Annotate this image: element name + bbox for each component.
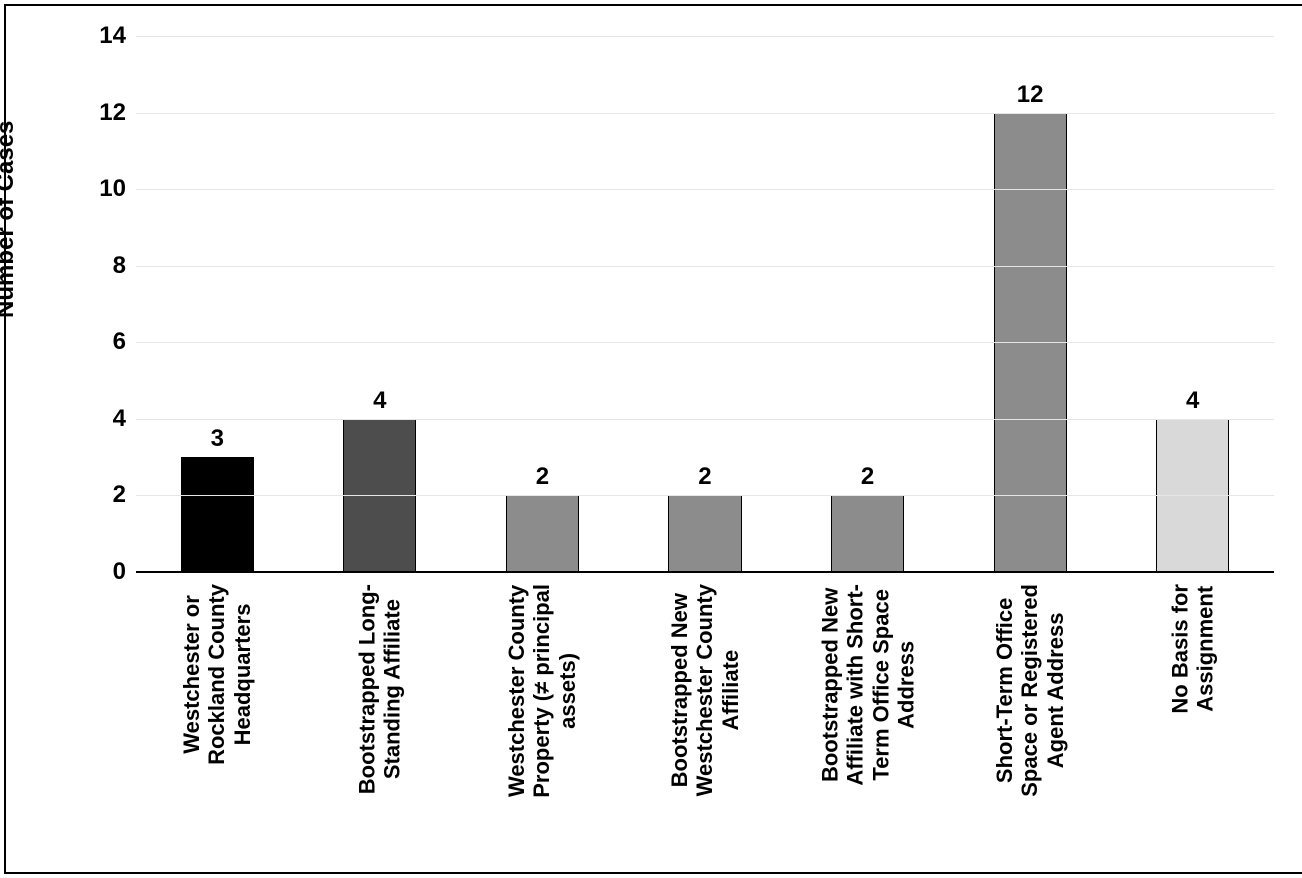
x-category-label-text: Bootstrapped Long-Standing Affiliate — [355, 584, 406, 794]
gridline — [136, 189, 1274, 190]
x-category-label: Bootstrapped NewAffiliate with Short-Ter… — [868, 382, 970, 584]
chart-frame: Number of Cases 34222124 Westchester orR… — [4, 4, 1302, 874]
x-category-label: Bootstrapped NewWestchester CountyAffili… — [705, 372, 782, 584]
x-category-label: Westchester CountyProperty (≠ principala… — [542, 370, 619, 584]
x-category-label-text: Westchester orRockland CountyHeadquarter… — [179, 584, 255, 765]
gridline — [136, 113, 1274, 114]
y-tick-label: 0 — [86, 558, 126, 586]
y-tick-label: 2 — [86, 481, 126, 509]
gridline — [136, 342, 1274, 343]
x-category-label-text: No Basis forAssignment — [1167, 584, 1218, 714]
x-category-label: No Basis forAssignment — [1193, 454, 1244, 584]
y-tick-label: 8 — [86, 252, 126, 280]
bar-value-label: 4 — [1186, 387, 1199, 415]
x-category-label-text: Bootstrapped NewWestchester CountyAffili… — [667, 584, 743, 796]
chart-inner: Number of Cases 34222124 Westchester orR… — [6, 6, 1302, 872]
x-category-label: Westchester orRockland CountyHeadquarter… — [217, 403, 294, 584]
x-category-label: Short-Term OfficeSpace or RegisteredAgen… — [1030, 371, 1107, 584]
y-tick-label: 4 — [86, 405, 126, 433]
x-category-label-text: Bootstrapped NewAffiliate with Short-Ter… — [817, 584, 918, 786]
x-category-label-text: Short-Term OfficeSpace or RegisteredAgen… — [992, 584, 1068, 797]
y-tick-label: 14 — [86, 22, 126, 50]
y-tick-label: 6 — [86, 328, 126, 356]
x-category-label: Bootstrapped Long-Standing Affiliate — [380, 374, 431, 584]
y-tick-label: 10 — [86, 175, 126, 203]
gridline — [136, 266, 1274, 267]
x-labels: Westchester orRockland CountyHeadquarter… — [136, 584, 1274, 872]
gridline — [136, 36, 1274, 37]
x-category-label-text: Westchester CountyProperty (≠ principala… — [504, 584, 580, 798]
bar-value-label: 12 — [1017, 81, 1044, 109]
y-tick-label: 12 — [86, 99, 126, 127]
